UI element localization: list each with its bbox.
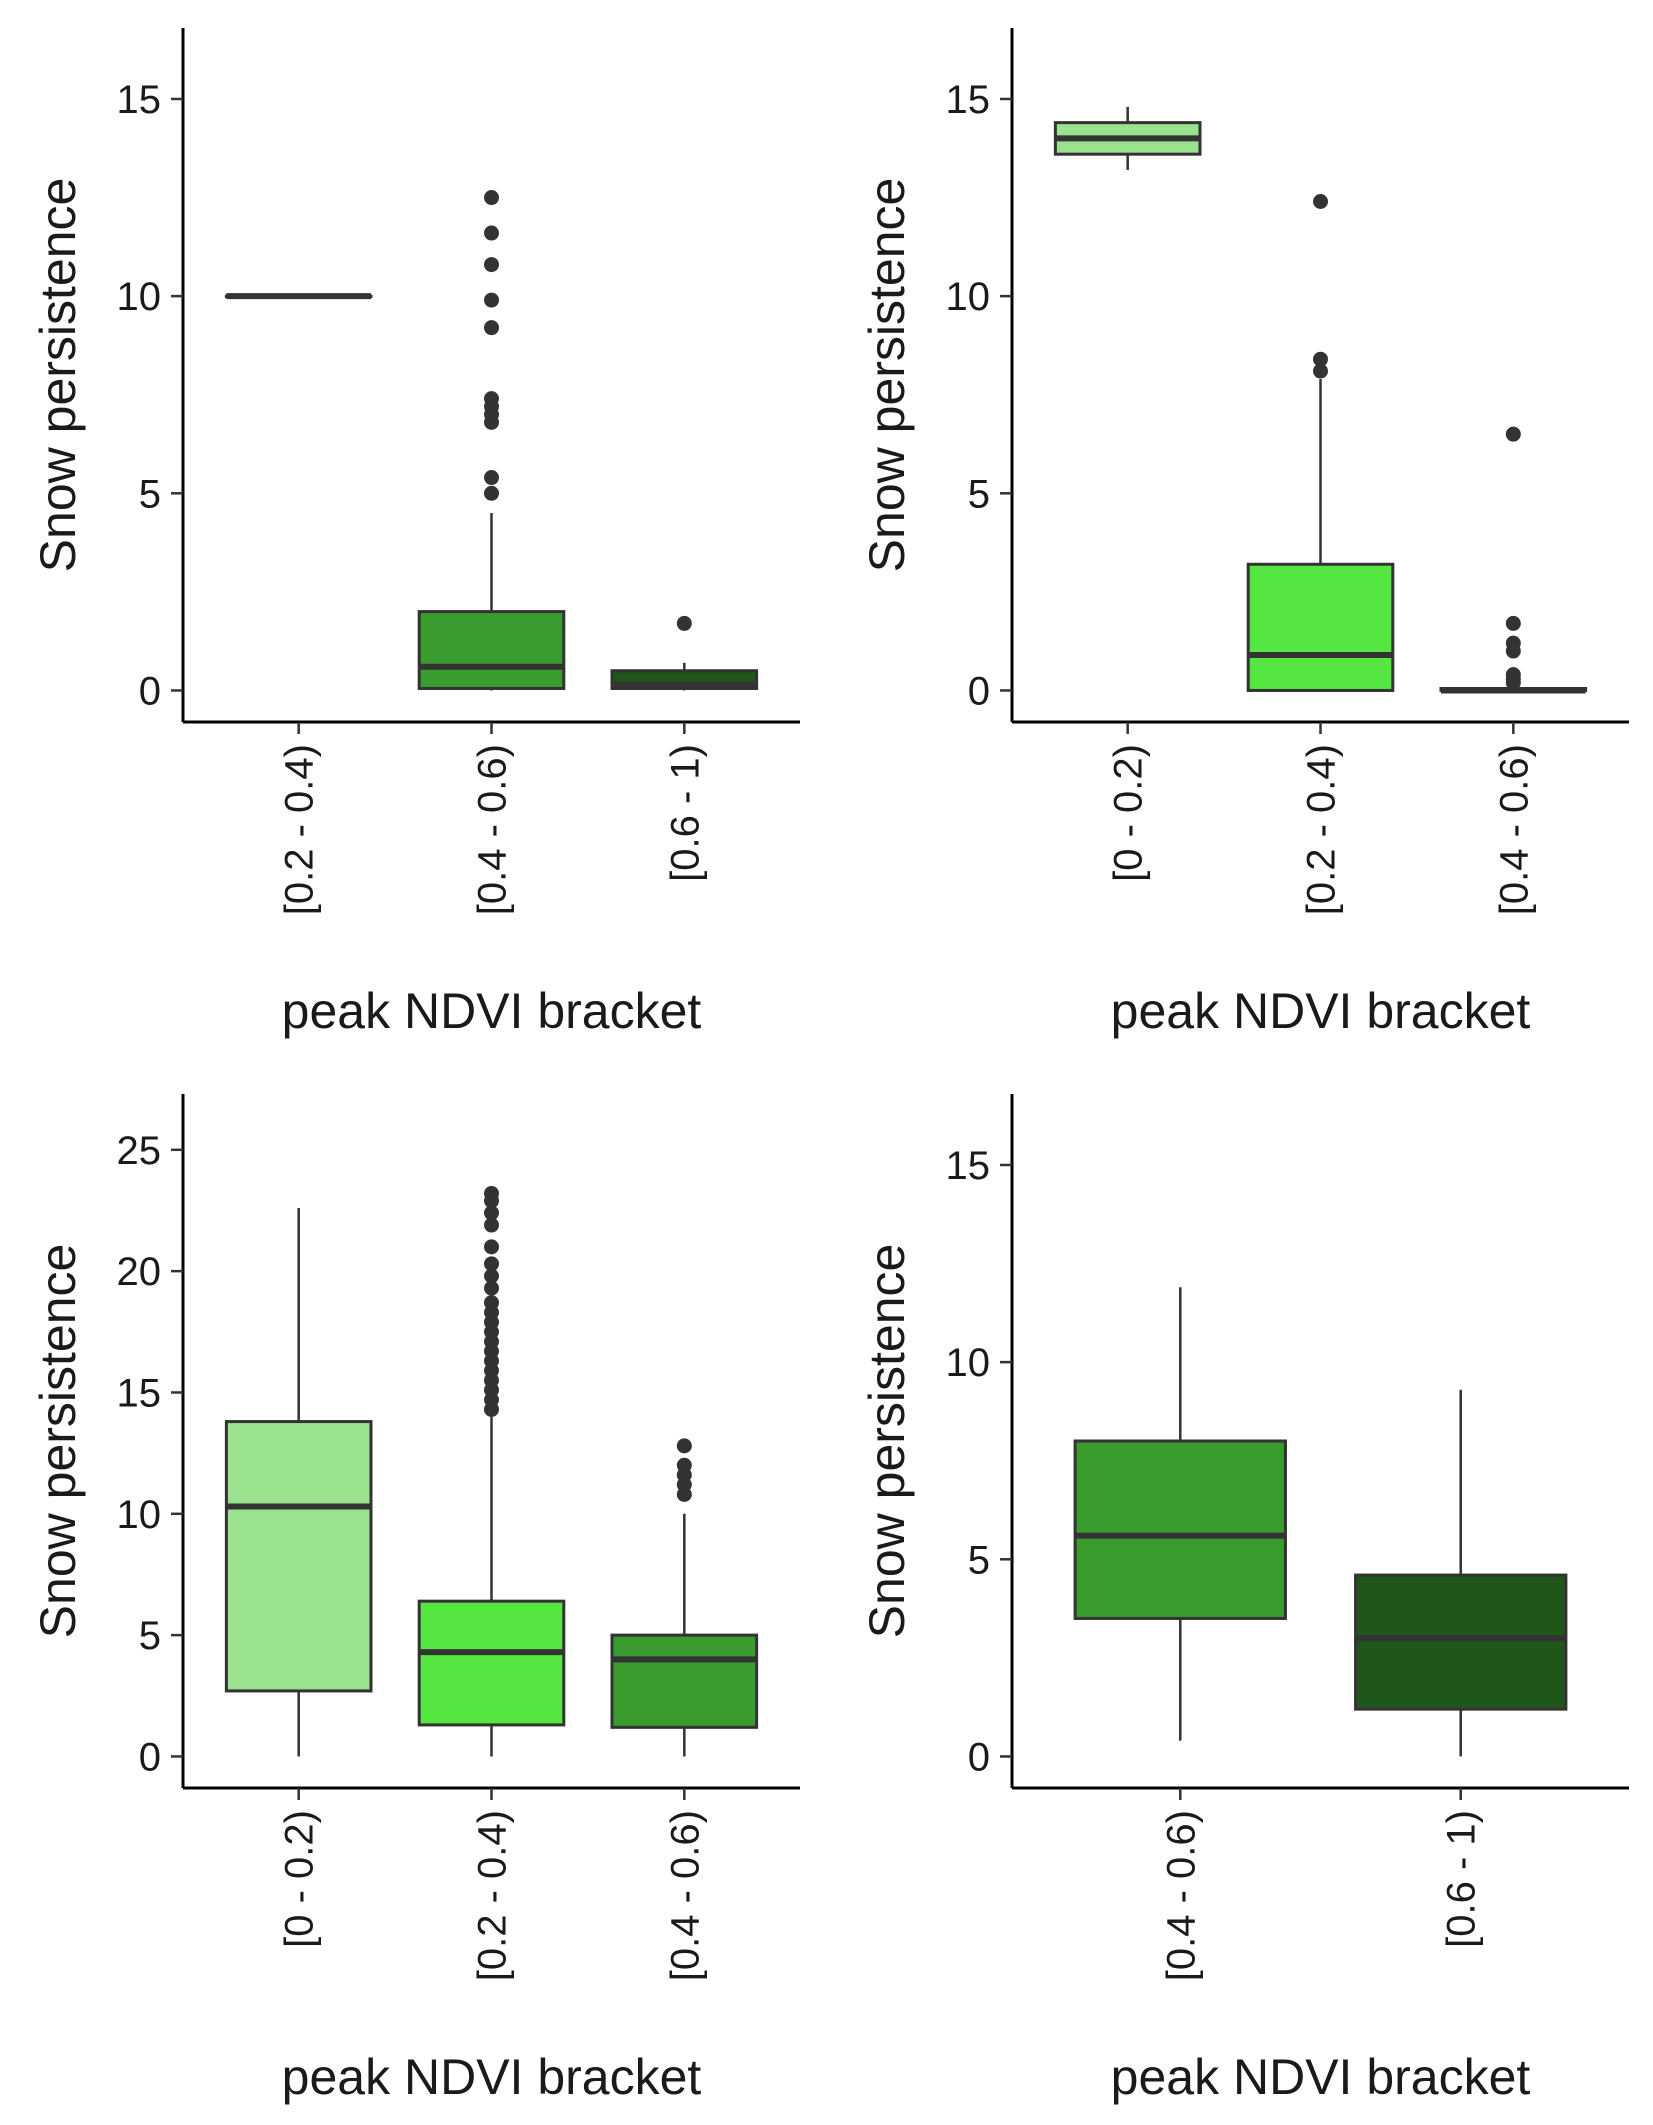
box-0 bbox=[224, 293, 373, 300]
y-tick-label: 0 bbox=[139, 1735, 161, 1779]
outlier-point bbox=[1313, 363, 1328, 379]
x-axis-title: peak NDVI bracket bbox=[282, 2049, 702, 2105]
box-0 bbox=[1053, 106, 1202, 170]
x-tick-label: [0.4 - 0.6) bbox=[471, 744, 515, 915]
outlier-point bbox=[1313, 351, 1328, 367]
y-tick-label: 20 bbox=[117, 1250, 162, 1294]
outlier-point bbox=[484, 292, 499, 308]
box-0 bbox=[224, 1208, 373, 1757]
x-tick-label: [0 - 0.2) bbox=[1107, 744, 1151, 882]
x-tick-label: [0.4 - 0.6) bbox=[663, 1810, 707, 1981]
y-tick-label: 10 bbox=[117, 1493, 162, 1537]
outlier-point bbox=[484, 320, 499, 336]
x-axis-title: peak NDVI bracket bbox=[1111, 2049, 1531, 2105]
box-1 bbox=[417, 1185, 566, 1757]
y-tick-label: 10 bbox=[946, 275, 991, 319]
outlier-point bbox=[1505, 667, 1521, 683]
x-tick-label: [0 - 0.2) bbox=[278, 1810, 322, 1948]
y-axis-title: Snow persistence bbox=[30, 1244, 86, 1639]
outlier-point bbox=[484, 391, 499, 407]
y-tick-label: 25 bbox=[117, 1129, 162, 1173]
y-tick-label: 0 bbox=[968, 1735, 990, 1779]
y-tick-label: 5 bbox=[968, 472, 990, 516]
x-tick-label: [0.2 - 0.4) bbox=[1300, 744, 1344, 915]
outlier-point bbox=[676, 1457, 692, 1473]
y-tick-label: 0 bbox=[968, 669, 990, 713]
y-tick-label: 15 bbox=[117, 1371, 162, 1415]
panel-top-left: 0 5 10 15 Snow persistence [0.2 - 0.4) [0.4 - … bbox=[30, 28, 800, 1039]
y-axis-title: Snow persistence bbox=[30, 178, 86, 573]
x-tick-label: [0.2 - 0.4) bbox=[278, 744, 322, 915]
x-axis-title: peak NDVI bracket bbox=[1111, 983, 1531, 1039]
outlier-point bbox=[676, 615, 692, 631]
outlier-point bbox=[1505, 635, 1521, 651]
y-axis-title: Snow persistence bbox=[859, 1244, 915, 1639]
panel-bottom-left: 0 5 10 15 20 25 Snow persistence [0 - 0.2) [0.2 … bbox=[30, 1094, 800, 2105]
y-tick-label: 15 bbox=[946, 78, 991, 122]
x-tick-label: [0.6 - 1) bbox=[663, 744, 707, 882]
outlier-point bbox=[484, 1256, 499, 1272]
outlier-point bbox=[676, 1438, 692, 1454]
y-axis-title: Snow persistence bbox=[859, 178, 915, 573]
outlier-point bbox=[484, 190, 499, 206]
panel-bottom-right: 0 5 10 15 Snow persistence [0.4 - 0.6) [0.6 - … bbox=[859, 1094, 1629, 2105]
box-2 bbox=[1439, 426, 1588, 694]
box-2 bbox=[610, 615, 759, 691]
y-tick-label: 15 bbox=[946, 1144, 991, 1188]
x-tick-label: [0.6 - 1) bbox=[1440, 1810, 1484, 1948]
outlier-point bbox=[484, 470, 499, 486]
outlier-point bbox=[484, 1280, 499, 1296]
box-body bbox=[1246, 562, 1395, 692]
x-tick-label: [0.4 - 0.6) bbox=[1492, 744, 1536, 915]
y-tick-label: 5 bbox=[139, 472, 161, 516]
x-tick-label: [0.2 - 0.4) bbox=[471, 1810, 515, 1981]
outlier-point bbox=[484, 1239, 499, 1255]
box-body bbox=[1354, 1573, 1568, 1711]
y-tick-label: 15 bbox=[117, 78, 162, 122]
y-tick-label: 5 bbox=[139, 1614, 161, 1658]
box-2 bbox=[610, 1438, 759, 1757]
panel-top-right: 0 5 10 15 Snow persistence [0 - 0.2) [0.2 - 0.… bbox=[859, 28, 1629, 1039]
x-axis-title: peak NDVI bracket bbox=[282, 983, 702, 1039]
outlier-point bbox=[484, 225, 499, 241]
outlier-point bbox=[1505, 615, 1521, 631]
box-body bbox=[224, 1420, 373, 1693]
box-body bbox=[1073, 1439, 1287, 1620]
y-tick-label: 10 bbox=[117, 275, 162, 319]
outlier-point bbox=[484, 485, 499, 501]
box-body bbox=[610, 1633, 759, 1729]
outlier-point bbox=[1313, 194, 1328, 209]
outlier-point bbox=[484, 1217, 499, 1233]
box-body bbox=[417, 610, 566, 690]
outlier-point bbox=[1505, 426, 1521, 442]
box-1 bbox=[417, 190, 566, 691]
outlier-point bbox=[484, 1185, 499, 1201]
box-0 bbox=[1073, 1287, 1287, 1741]
box-1 bbox=[1246, 194, 1395, 692]
y-tick-label: 5 bbox=[968, 1538, 990, 1582]
y-tick-label: 10 bbox=[946, 1341, 991, 1385]
y-tick-label: 0 bbox=[139, 669, 161, 713]
x-tick-label: [0.4 - 0.6) bbox=[1159, 1810, 1203, 1981]
outlier-point bbox=[484, 1295, 499, 1311]
box-body bbox=[417, 1599, 566, 1727]
outlier-point bbox=[484, 1205, 499, 1221]
outlier-point bbox=[484, 1268, 499, 1284]
box-1 bbox=[1354, 1389, 1568, 1757]
outlier-point bbox=[484, 257, 499, 273]
